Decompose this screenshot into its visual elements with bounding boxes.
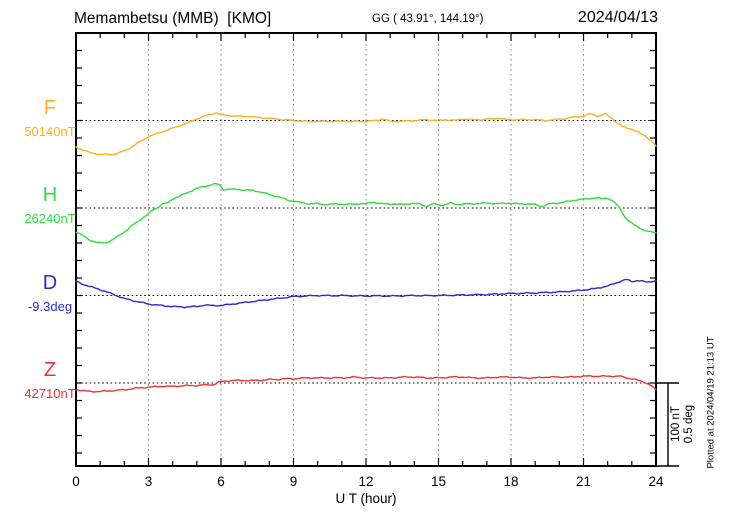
amplitude-scale-label: 100 nT 0.5 deg [670, 389, 698, 459]
component-letter-Z: Z [43, 359, 57, 381]
component-baseline-value-Z: 42710nT [24, 386, 76, 401]
x-tick-label-18: 18 [503, 474, 519, 489]
x-axis-label: U T (hour) [335, 491, 397, 506]
station-title: Memambetsu (MMB) [KMO] [74, 10, 272, 27]
scale-label-deg: 0.5 deg [683, 404, 695, 444]
x-tick-label-24: 24 [648, 474, 664, 489]
H-trace [75, 182, 657, 244]
component-baseline-value-F: 50140nT [24, 123, 76, 139]
x-tick-label-3: 3 [144, 474, 153, 489]
observation-date: 2024/04/13 [577, 9, 658, 26]
x-tick-label-6: 6 [217, 474, 225, 489]
x-tick-label-21: 21 [575, 474, 592, 489]
x-tick-label-0: 0 [72, 474, 80, 489]
plotted-at-timestamp: Plotted at 2024/04/19 21:13 UT [705, 336, 717, 469]
component-letter-H: H [42, 184, 58, 206]
scale-label-nt: 100 nT [670, 406, 682, 442]
Z-trace [75, 374, 657, 393]
component-baseline-value-D: -9.3deg [27, 298, 73, 314]
x-tick-label-12: 12 [358, 474, 374, 489]
component-baseline-value-H: 26240nT [24, 211, 76, 226]
x-tick-label-9: 9 [289, 474, 298, 489]
component-letter-F: F [43, 96, 57, 119]
D-trace [75, 278, 657, 309]
x-tick-label-15: 15 [430, 474, 447, 489]
F-trace [75, 112, 657, 156]
geographic-coordinates: GG ( 43.91°, 144.19°) [372, 13, 484, 25]
component-letter-D: D [42, 271, 58, 294]
plot-frame [75, 32, 657, 467]
